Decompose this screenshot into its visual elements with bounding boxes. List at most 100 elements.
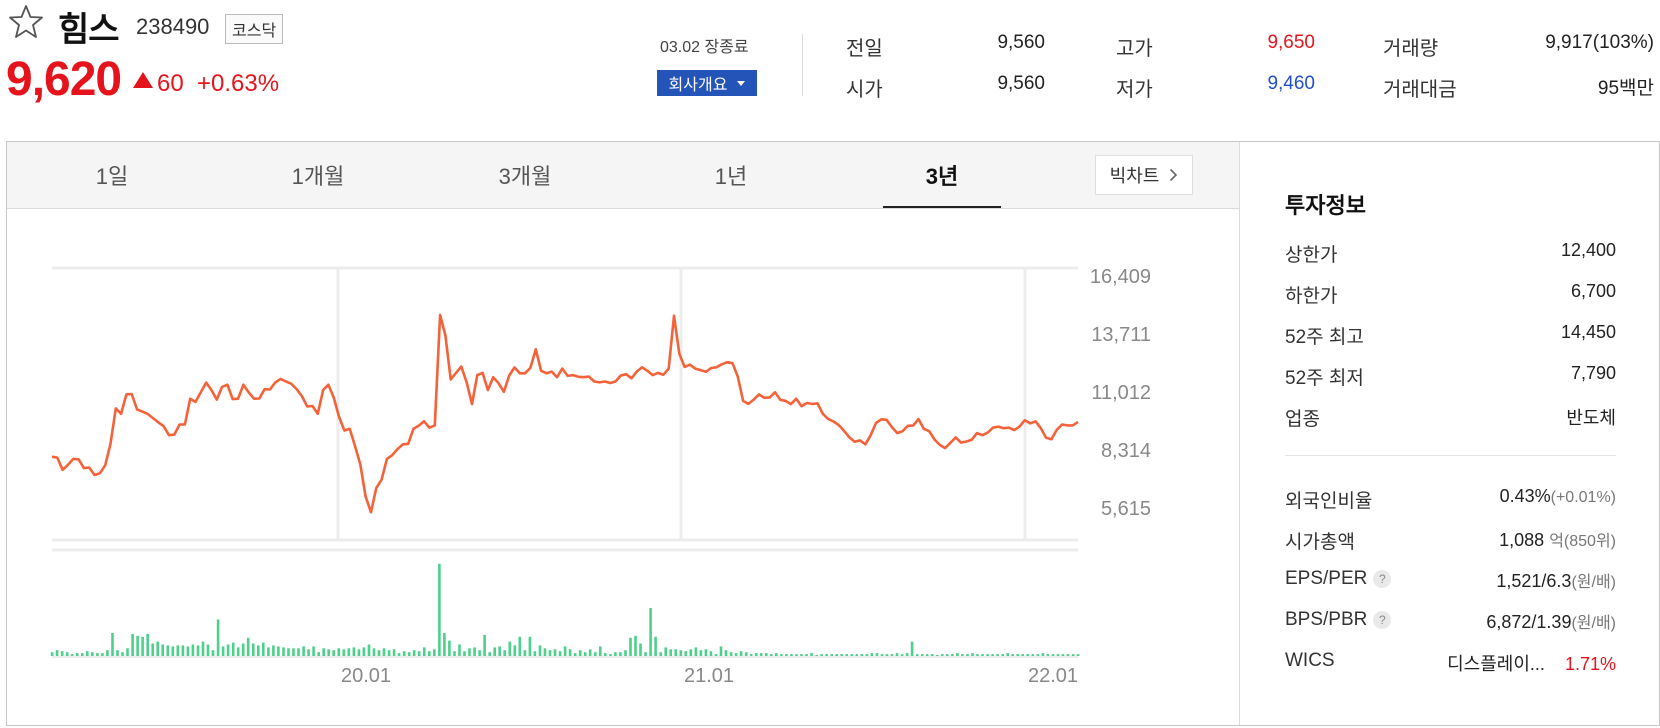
volume-bar (473, 647, 476, 656)
volume-bar (252, 643, 255, 656)
wics-sector[interactable]: 디스플레이... (1447, 654, 1545, 674)
volume-bar (744, 652, 748, 656)
tab-3m[interactable]: 3개월 (498, 164, 552, 189)
volume-bar (523, 650, 527, 656)
volume-bar (729, 652, 733, 656)
volume-bar (573, 653, 577, 656)
volume-bar (1006, 653, 1009, 656)
volume-bar (156, 641, 159, 656)
volume-bar (604, 653, 607, 656)
volume-bar (342, 649, 346, 656)
volume-bar (810, 653, 813, 656)
volume-bar (498, 646, 501, 656)
volume-bar (925, 654, 929, 656)
chevron-right-icon (1170, 168, 1178, 182)
market-cap-label: 시가총액 (1285, 532, 1355, 553)
quote-label: 전일 (846, 38, 883, 60)
bps-pbr-label: BPS/PBR (1285, 609, 1368, 630)
eps-per-value: 1,521/6.3(원/배) (1366, 568, 1616, 592)
volume-bar (815, 655, 818, 656)
volume-bar (171, 646, 175, 656)
volume-bar (392, 649, 396, 656)
eps-per-label: EPS/PER (1285, 568, 1368, 589)
invest-label: 하한가 (1285, 286, 1338, 307)
volume-bar (50, 652, 54, 656)
volume-bar (1021, 654, 1025, 656)
volume-bar (770, 654, 773, 656)
volume-bar (508, 641, 512, 656)
invest-label: 52주 최저 (1285, 368, 1364, 389)
wics-percent: 1.71% (1564, 654, 1616, 674)
volume-bar (578, 650, 582, 656)
volume-bar (493, 647, 496, 656)
volume-bar (609, 654, 612, 656)
volume-bar (1056, 654, 1060, 656)
volume-bar (634, 635, 637, 656)
y-tick-label: 11,012 (1091, 382, 1151, 404)
tab-1d[interactable]: 1일 (95, 164, 129, 189)
volume-bar (568, 649, 572, 656)
market-cap-value: 1,088 억(850위) (1366, 527, 1616, 551)
company-overview-button[interactable]: 회사개요 (657, 70, 757, 96)
quote-label: 저가 (1116, 79, 1153, 101)
help-icon[interactable]: ? (1373, 610, 1392, 629)
foreign-ratio: 0.43% (1499, 486, 1551, 506)
volume-bar (870, 653, 874, 656)
volume-bar (895, 653, 899, 656)
x-tick-label: 20.01 (341, 665, 391, 687)
help-icon[interactable]: ? (1373, 569, 1392, 588)
volume-bar (55, 650, 59, 656)
volume-bar (533, 651, 537, 656)
tab-3y[interactable]: 3년 (925, 164, 959, 189)
volume-bar (131, 633, 134, 656)
volume-bar (65, 652, 69, 656)
bps-pbr-unit: (원/배) (1571, 615, 1616, 632)
volume-bar (106, 650, 109, 656)
volume-bar (900, 654, 904, 656)
wics-label: WICS (1285, 650, 1335, 671)
volume-bar (941, 654, 944, 656)
tab-1m[interactable]: 1개월 (291, 164, 345, 189)
volume-bar (775, 653, 778, 656)
y-tick-label: 16,409 (1090, 266, 1151, 288)
volume-bar (438, 563, 441, 656)
volume-bar (201, 641, 205, 656)
volume-bar (428, 651, 431, 656)
volume-bar (458, 644, 461, 656)
volume-bar (659, 652, 662, 656)
volume-bar (347, 648, 351, 656)
volume-bar (936, 655, 939, 656)
volume-bar (453, 651, 456, 656)
volume-bar (976, 654, 979, 656)
volume-bar (412, 650, 416, 656)
volume-bar (850, 654, 854, 656)
volume-bar (734, 653, 738, 656)
bps-pbr: 6,872/1.39 (1486, 612, 1572, 632)
volume-bar (282, 647, 285, 656)
volume-bar (694, 647, 698, 656)
big-chart-label: 빅차트 (1109, 166, 1160, 186)
volume-bar (272, 645, 275, 656)
foreign-ratio-label: 외국인비율 (1285, 491, 1373, 512)
stock-code: 238490 (136, 14, 210, 39)
volume-bar (915, 654, 919, 656)
big-chart-button[interactable]: 빅차트 (1095, 155, 1193, 195)
foreign-ratio-value: 0.43%(+0.01%) (1366, 486, 1616, 507)
volume-bar (433, 649, 436, 656)
volume-bar (563, 646, 567, 656)
volume-bar (825, 654, 828, 656)
quote-value: 9,650 (1267, 32, 1315, 53)
volume-bar (588, 649, 592, 656)
volume-bar (337, 648, 341, 656)
volume-bar (357, 649, 361, 656)
volume-bar (664, 647, 667, 656)
volume-bar (75, 653, 79, 656)
volume-bar (765, 653, 768, 656)
header-divider (802, 34, 803, 96)
tab-1y[interactable]: 1년 (714, 164, 748, 189)
favorite-star-icon[interactable] (8, 4, 44, 40)
volume-bar (81, 653, 84, 656)
quote-value: 9,560 (997, 73, 1045, 94)
volume-bar (669, 649, 672, 656)
volume-bar (594, 652, 597, 656)
